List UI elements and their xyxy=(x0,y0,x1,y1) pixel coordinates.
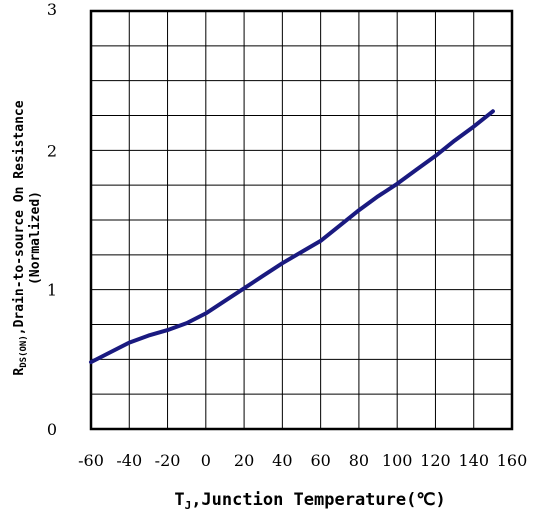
plot-frame xyxy=(89,9,514,431)
plot-border xyxy=(89,9,514,431)
x-tick-label: 60 xyxy=(310,451,330,470)
x-axis-title: TJ,Junction Temperature(℃) xyxy=(174,490,445,512)
x-tick-label: 0 xyxy=(201,451,211,470)
x-tick-labels: -60 -40 -20 0 20 40 60 80 100 120 140 160 xyxy=(78,451,527,470)
x-tick-label: 80 xyxy=(349,451,369,470)
y-tick-label: 1 xyxy=(47,281,57,300)
y-axis-title-rest: ,Drain-to-source On Resistance xyxy=(12,100,27,335)
y-tick-labels: 0 1 2 3 xyxy=(47,0,57,439)
x-tick-label: 120 xyxy=(420,451,451,470)
x-tick-label: 160 xyxy=(497,451,528,470)
x-axis-title-sub: J xyxy=(185,499,192,512)
grid xyxy=(91,11,512,429)
x-tick-label: 40 xyxy=(272,451,292,470)
series-line xyxy=(89,109,495,365)
y-tick-label: 0 xyxy=(47,420,57,439)
x-tick-label: -20 xyxy=(155,451,181,470)
series-group xyxy=(89,109,495,365)
x-tick-label: -40 xyxy=(116,451,142,470)
y-tick-label: 2 xyxy=(47,141,57,160)
x-tick-label: 20 xyxy=(234,451,254,470)
y-tick-label: 3 xyxy=(47,0,57,19)
x-tick-label: 100 xyxy=(382,451,413,470)
x-tick-label: 140 xyxy=(458,451,489,470)
y-axis-title-sub: DS(ON) xyxy=(19,335,29,368)
y-axis-title: RDS(ON),Drain-to-source On Resistance (N… xyxy=(12,100,43,375)
x-tick-label: -60 xyxy=(78,451,104,470)
x-axis-title-main: T xyxy=(174,490,184,510)
y-axis-title-line1: RDS(ON),Drain-to-source On Resistance xyxy=(12,100,29,375)
y-axis-title-line2: (Normalized) xyxy=(28,191,43,285)
y-axis-title-main: R xyxy=(12,368,27,376)
x-axis-title-rest: ,Junction Temperature(℃) xyxy=(191,490,446,510)
